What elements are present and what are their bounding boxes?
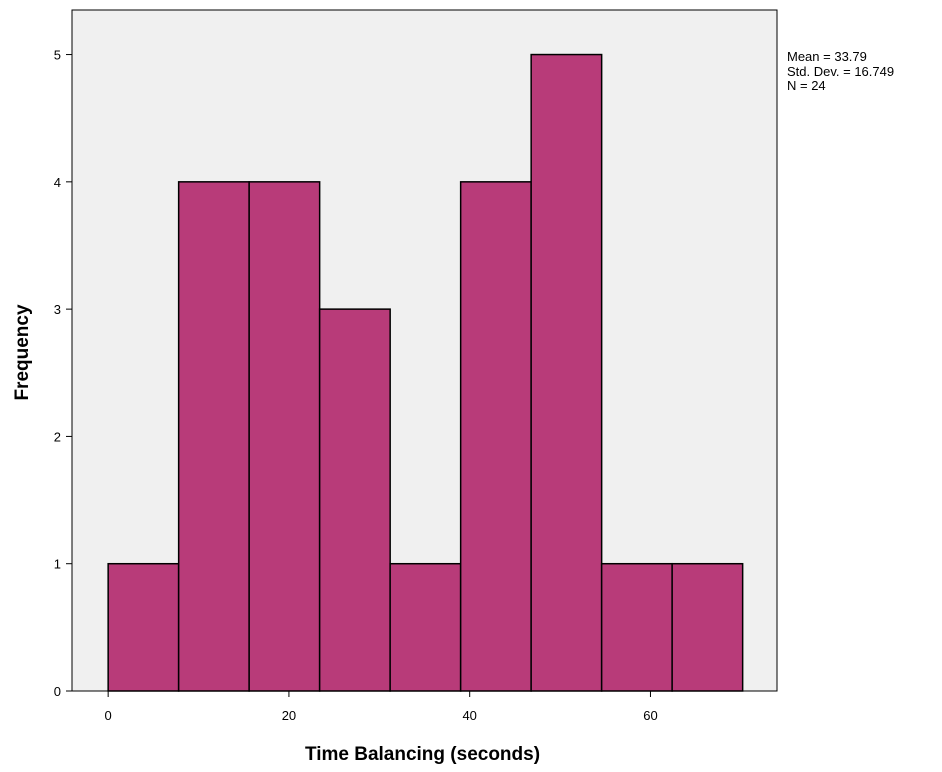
y-tick-label: 3	[54, 302, 61, 317]
x-axis: 0 20 40 60	[105, 691, 658, 723]
y-axis: 0 1 2 3 4 5	[54, 48, 72, 699]
x-tick-label: 60	[643, 708, 657, 723]
stats-legend: Mean = 33.79 Std. Dev. = 16.749 N = 24	[787, 49, 894, 93]
x-tick-label: 20	[282, 708, 296, 723]
y-tick-label: 5	[54, 48, 61, 63]
histogram-bar	[177, 181, 250, 692]
histogram-bar	[671, 562, 744, 692]
histogram-bar	[107, 562, 180, 692]
histogram-bar	[600, 562, 673, 692]
y-tick-label: 2	[54, 429, 61, 444]
y-tick-label: 0	[54, 684, 61, 699]
x-axis-title: Time Balancing (seconds)	[305, 744, 540, 765]
histogram-bar	[389, 562, 462, 692]
y-axis-title: Frequency	[12, 304, 33, 401]
histogram-bar	[459, 181, 532, 692]
stat-mean: Mean = 33.79	[787, 49, 867, 64]
y-tick-label: 4	[54, 175, 61, 190]
bars-group	[107, 53, 744, 692]
histogram-bar	[318, 308, 391, 692]
stat-n: N = 24	[787, 78, 826, 93]
y-tick-label: 1	[54, 557, 61, 572]
histogram-bar	[248, 181, 321, 692]
histogram-bar	[530, 53, 603, 692]
stat-std-dev: Std. Dev. = 16.749	[787, 64, 894, 79]
x-tick-label: 0	[105, 708, 112, 723]
x-tick-label: 40	[462, 708, 476, 723]
